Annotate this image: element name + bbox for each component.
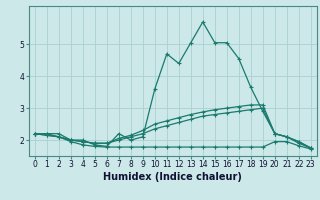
X-axis label: Humidex (Indice chaleur): Humidex (Indice chaleur) — [103, 172, 242, 182]
